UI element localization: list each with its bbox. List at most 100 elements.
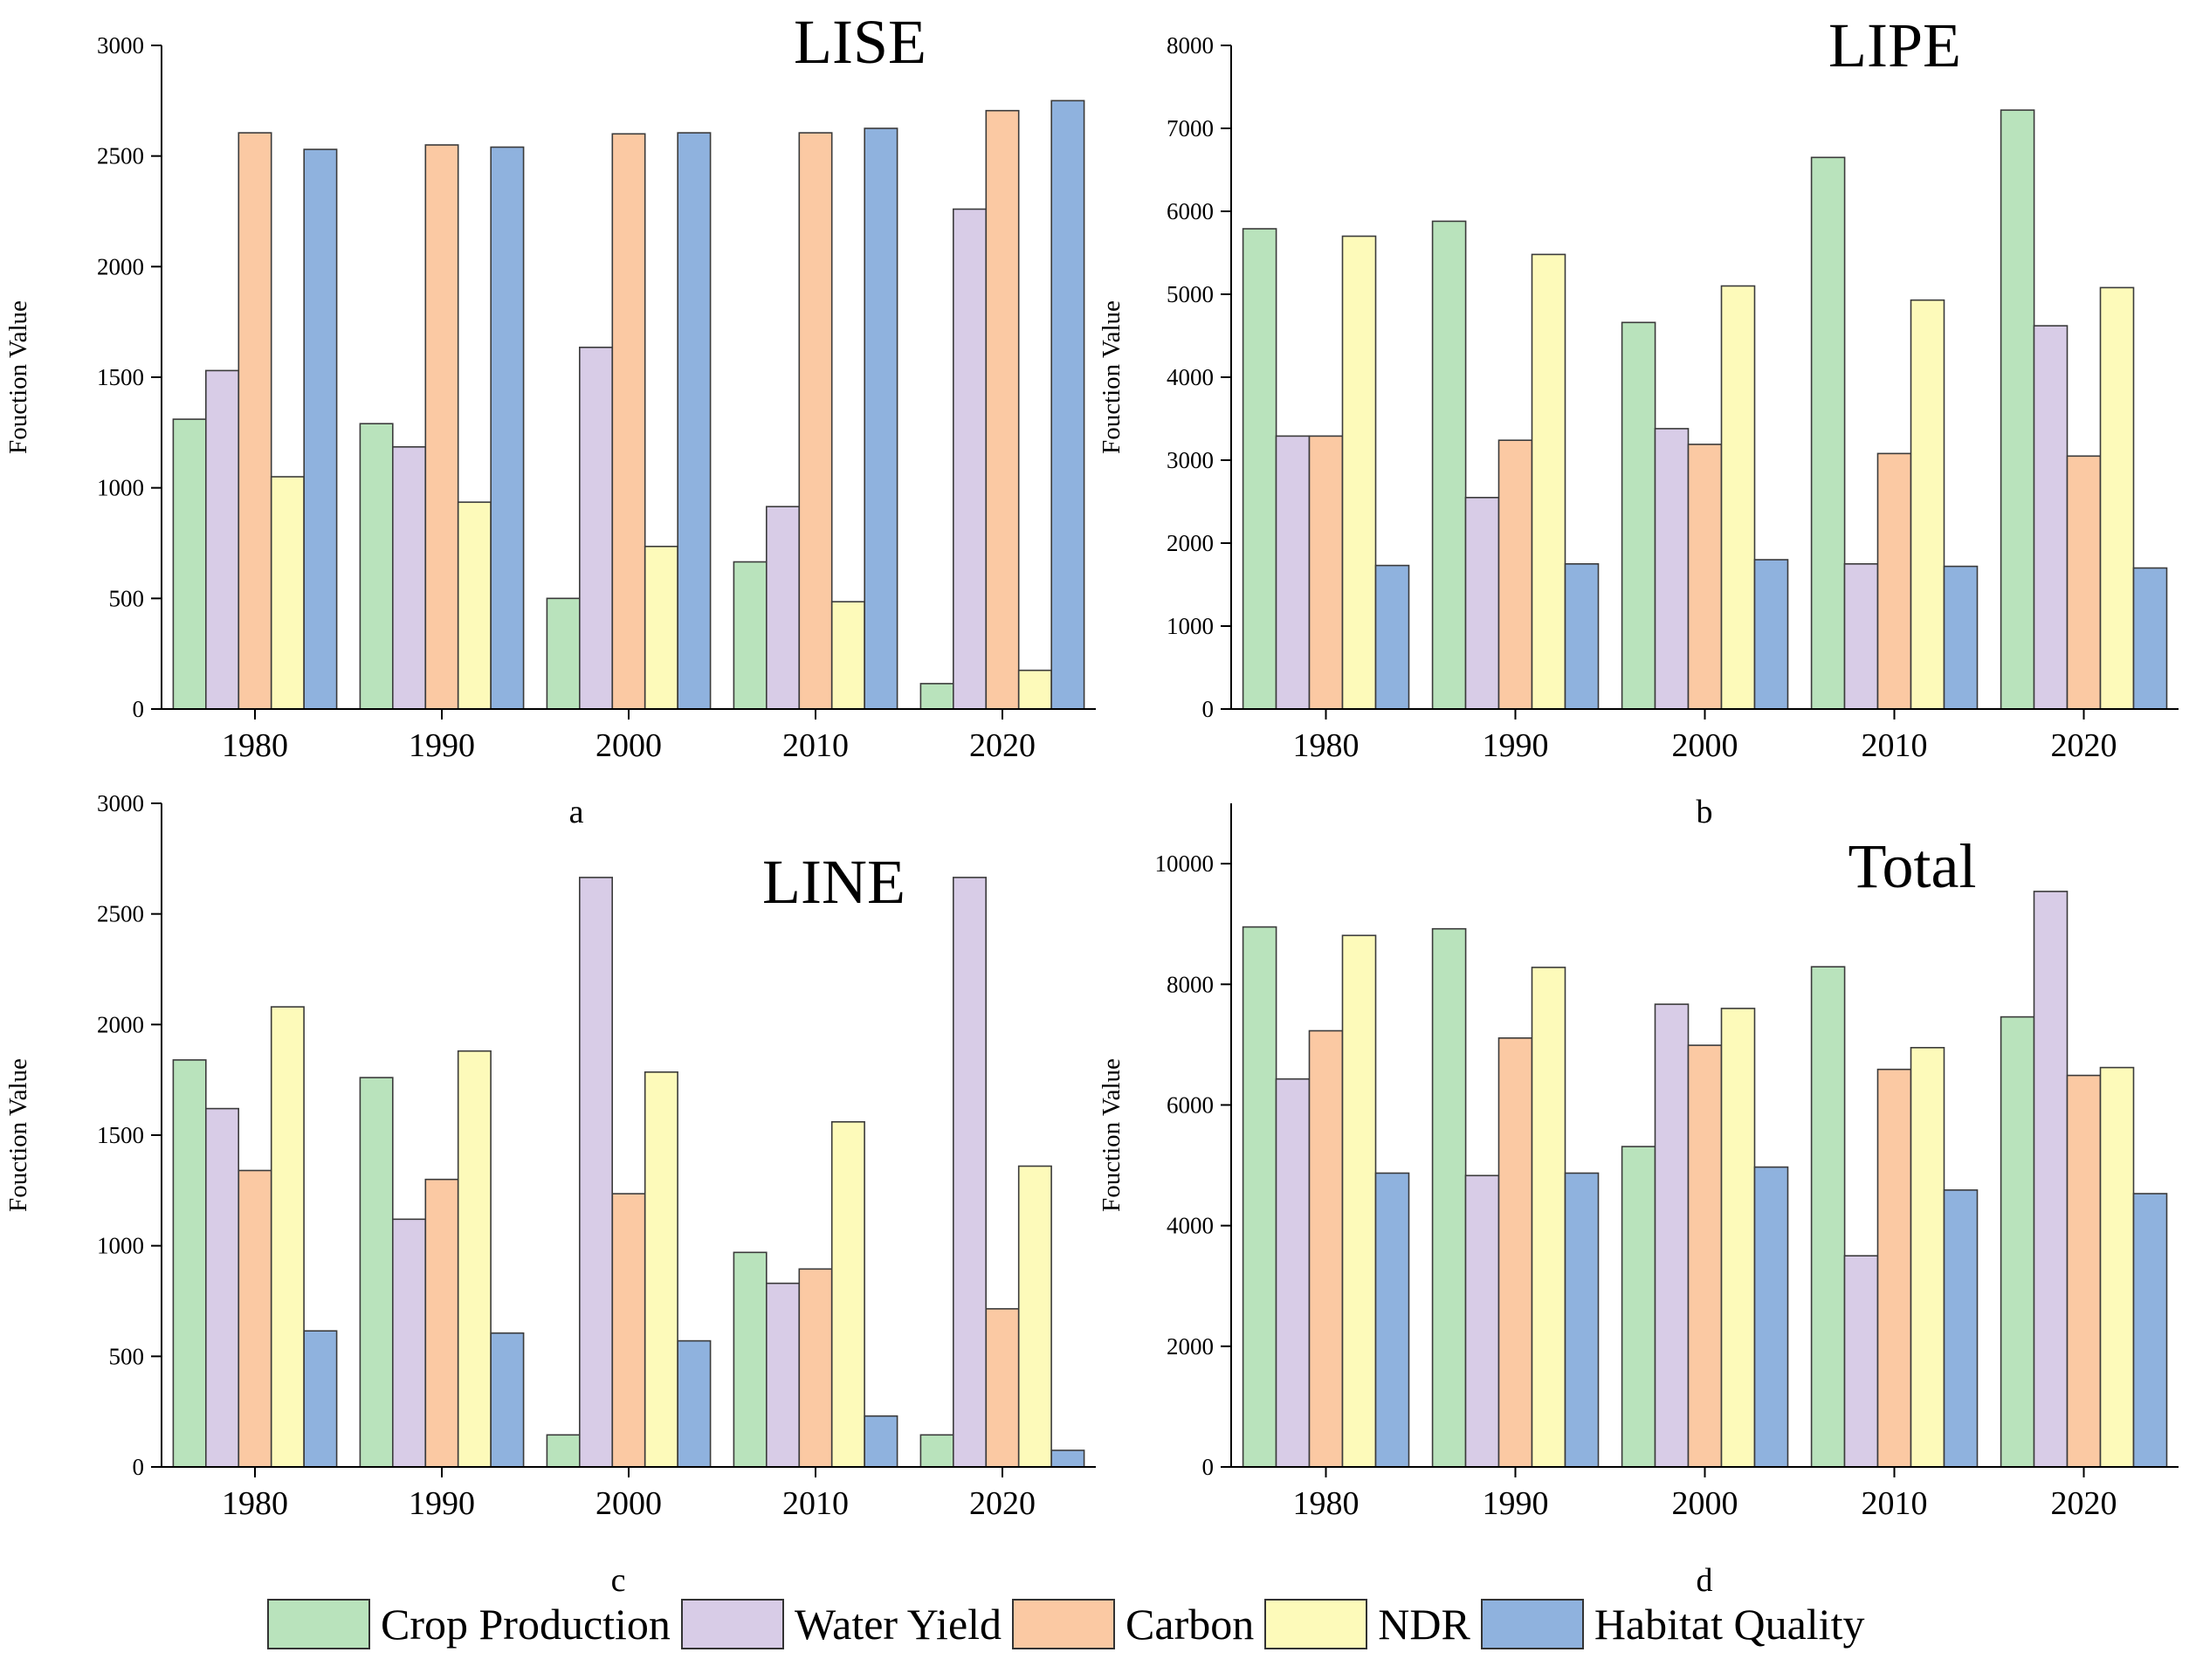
y-axis-label: Fouction Value — [1098, 1058, 1126, 1212]
bar-habitat-quality-1990 — [1564, 1172, 1600, 1468]
bar-habitat-quality-2010 — [864, 1415, 898, 1468]
x-tick-label: 2020 — [969, 727, 1036, 764]
bar-habitat-quality-2000 — [1753, 559, 1789, 710]
x-tick-label: 1990 — [409, 1485, 475, 1522]
legend-item-habitat-quality: Habitat Quality — [1480, 1599, 1870, 1649]
y-tick-label: 0 — [1202, 1454, 1215, 1480]
chart-panel-lise: 0 500 1000 1500 2000 2500 3000 1980 1990 2000 2010… — [4, 7, 1096, 830]
bar-carbon-1980 — [1308, 435, 1344, 710]
y-tick-label: 0 — [133, 1454, 145, 1480]
bar-habitat-quality-1980 — [1374, 1172, 1410, 1468]
y-tick-label: 8000 — [1167, 971, 1214, 997]
bar-carbon-1980 — [237, 1169, 272, 1468]
bar-ndr-1980 — [270, 1006, 305, 1468]
bar-water-yield-1990 — [391, 445, 426, 710]
bar-habitat-quality-1990 — [490, 1332, 525, 1468]
bar-carbon-1990 — [424, 1178, 459, 1468]
bar-water-yield-2000 — [1654, 428, 1690, 710]
bar-crop-production-1990 — [359, 1077, 394, 1468]
bar-crop-production-2020 — [2000, 1016, 2035, 1468]
bar-ndr-2010 — [1910, 299, 1945, 710]
bar-crop-production-2000 — [546, 597, 581, 710]
y-tick-label: 2000 — [1167, 1333, 1214, 1360]
bar-water-yield-1980 — [205, 1107, 240, 1468]
legend-swatch — [267, 1599, 370, 1649]
bar-carbon-2010 — [1876, 452, 1912, 710]
bar-crop-production-2020 — [919, 683, 954, 710]
bar-carbon-2010 — [1876, 1068, 1912, 1468]
x-tick-label: 2000 — [595, 727, 662, 764]
chart-panel-total: 0 2000 4000 6000 8000 10000 1980 1990 2000 2010 20… — [1098, 803, 2179, 1599]
bar-carbon-2010 — [798, 1268, 833, 1468]
y-tick-label: 4000 — [1167, 1213, 1214, 1239]
bar-crop-production-1980 — [1242, 926, 1277, 1468]
y-tick-label: 2500 — [97, 901, 144, 927]
chart-title: LIPE — [1828, 10, 1961, 80]
bar-habitat-quality-2020 — [1050, 100, 1085, 710]
x-tick-label: 1980 — [1293, 727, 1360, 764]
y-tick-label: 1000 — [97, 1233, 144, 1259]
x-tick-label: 1980 — [222, 727, 288, 764]
bar-water-yield-2010 — [765, 506, 800, 710]
y-tick-label: 1500 — [97, 364, 144, 390]
bar-water-yield-1980 — [1275, 435, 1311, 710]
legend-label: Habitat Quality — [1594, 1600, 1865, 1649]
legend-item-water-yield: Water Yield — [680, 1599, 1007, 1649]
bar-habitat-quality-2010 — [864, 127, 898, 710]
legend: Crop Production Water Yield Carbon NDR Habit… — [267, 1589, 1875, 1659]
bar-ndr-2020 — [1017, 669, 1052, 710]
bar-crop-production-1990 — [1431, 927, 1467, 1468]
bar-water-yield-2020 — [953, 208, 988, 710]
bar-ndr-2010 — [830, 1121, 865, 1468]
bar-habitat-quality-2010 — [1943, 565, 1979, 710]
x-tick-label: 2000 — [595, 1485, 662, 1522]
bar-water-yield-2000 — [578, 877, 613, 1468]
y-tick-label: 2000 — [97, 253, 144, 279]
x-tick-label: 2010 — [1862, 1485, 1928, 1522]
bar-ndr-1990 — [1531, 967, 1566, 1468]
chart-panel-line: 0 500 1000 1500 2000 2500 3000 1980 1990 2000 2010… — [4, 790, 1096, 1599]
x-tick-label: 2020 — [2051, 727, 2117, 764]
x-tick-label: 2000 — [1672, 727, 1738, 764]
x-tick-label: 2010 — [782, 727, 849, 764]
bar-carbon-2020 — [2066, 1074, 2102, 1468]
legend-label: Crop Production — [381, 1600, 671, 1649]
bar-water-yield-1980 — [1275, 1078, 1311, 1468]
bar-carbon-2020 — [985, 109, 1020, 710]
panel-label: d — [1697, 1562, 1713, 1599]
y-axis-label: Fouction Value — [4, 1058, 32, 1212]
bar-habitat-quality-2000 — [677, 1339, 712, 1468]
bar-habitat-quality-1990 — [1564, 562, 1600, 710]
y-tick-label: 500 — [109, 585, 145, 611]
bar-carbon-1990 — [1497, 439, 1533, 710]
chart-panel-lipe: 0 1000 2000 3000 4000 5000 6000 7000 8000 1980 199… — [1098, 10, 2179, 830]
y-tick-label: 500 — [109, 1343, 145, 1369]
bar-ndr-2000 — [1720, 285, 1756, 710]
y-tick-label: 1500 — [97, 1122, 144, 1148]
bar-habitat-quality-1980 — [1374, 564, 1410, 710]
legend-swatch — [1012, 1599, 1116, 1649]
bar-habitat-quality-2020 — [1050, 1449, 1085, 1468]
bar-carbon-2000 — [1687, 444, 1723, 710]
bar-ndr-1980 — [1341, 235, 1377, 710]
bar-water-yield-2020 — [2033, 325, 2069, 710]
x-tick-label: 2010 — [782, 1485, 849, 1522]
bar-crop-production-1990 — [1431, 220, 1467, 710]
bar-ndr-2000 — [644, 1071, 678, 1468]
x-tick-label: 2010 — [1862, 727, 1928, 764]
legend-item-carbon: Carbon — [1012, 1599, 1259, 1649]
bar-water-yield-1990 — [1464, 1174, 1500, 1468]
x-tick-label: 2000 — [1672, 1485, 1738, 1522]
x-tick-label: 2020 — [2051, 1485, 2117, 1522]
bar-crop-production-2010 — [1810, 156, 1846, 710]
bar-water-yield-2020 — [2033, 891, 2069, 1468]
legend-swatch — [1264, 1599, 1368, 1649]
y-tick-label: 3000 — [1167, 447, 1214, 473]
y-tick-label: 3000 — [97, 790, 144, 816]
bar-crop-production-2020 — [2000, 109, 2035, 710]
bar-ndr-1980 — [1341, 934, 1377, 1468]
bar-habitat-quality-2020 — [2132, 567, 2168, 710]
bar-crop-production-1980 — [1242, 228, 1277, 710]
bar-water-yield-2000 — [1654, 1003, 1690, 1468]
